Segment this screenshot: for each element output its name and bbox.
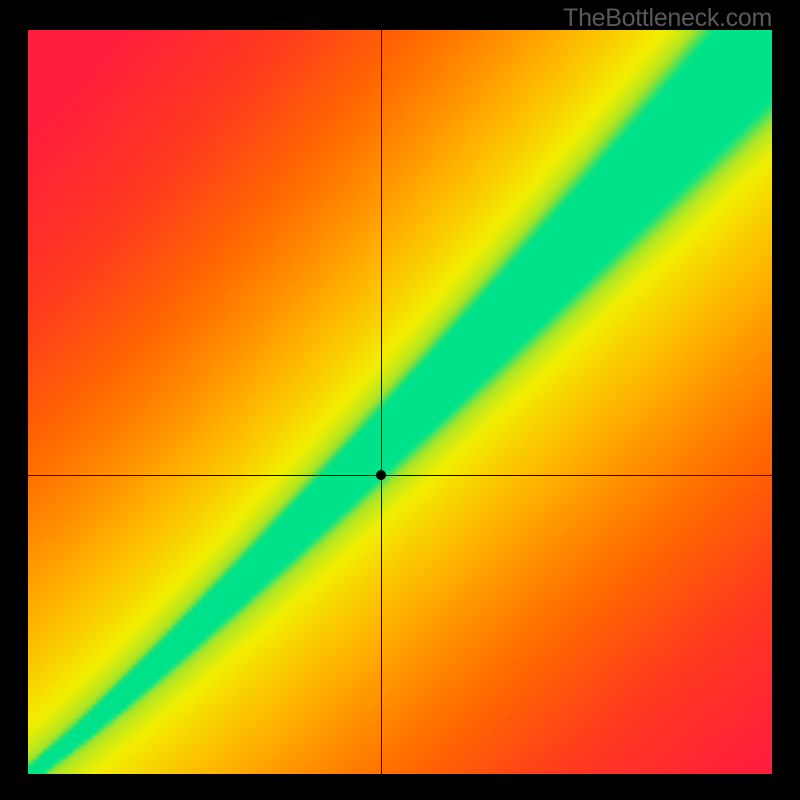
sample-point-marker [376,470,386,480]
chart-container: TheBottleneck.com [0,0,800,800]
crosshair-horizontal [28,475,772,476]
watermark-text: TheBottleneck.com [563,4,772,33]
crosshair-vertical [381,30,382,774]
plot-area [28,30,772,774]
bottleneck-heatmap [28,30,772,774]
